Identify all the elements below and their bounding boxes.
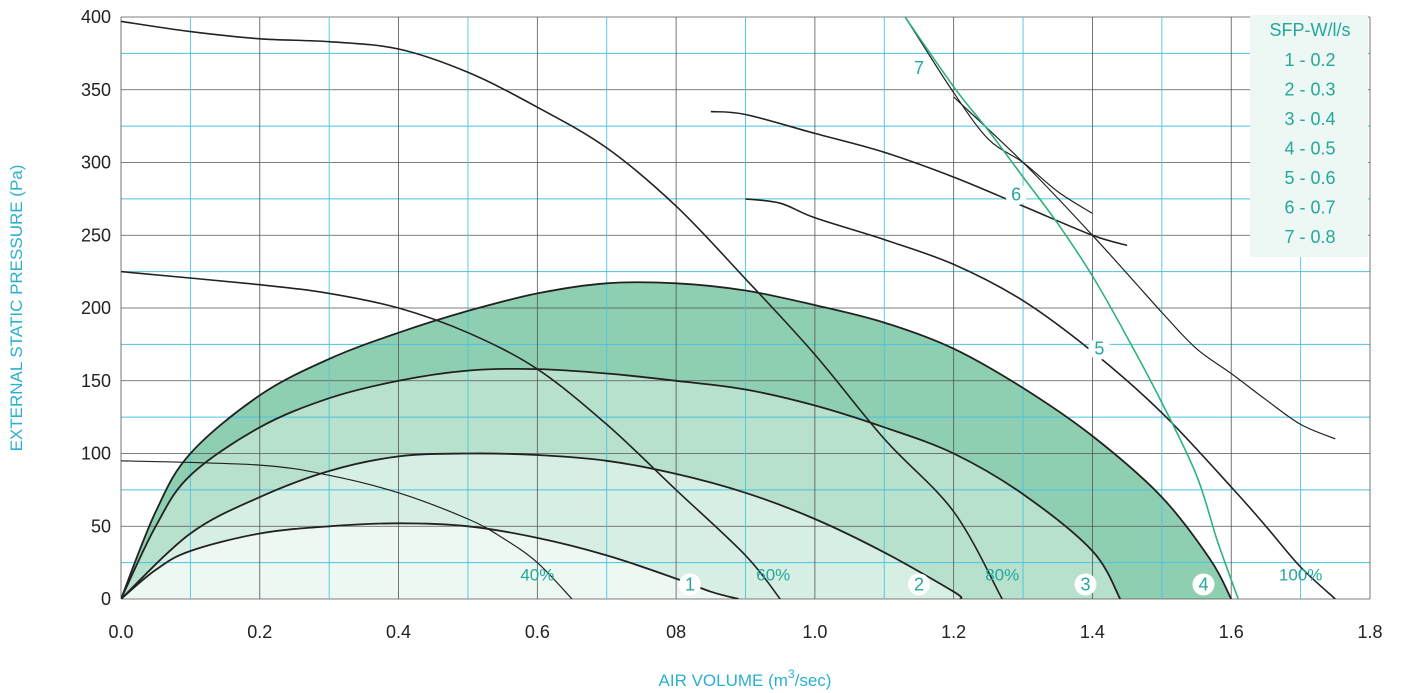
y-axis-title: EXTERNAL STATIC PRESSURE (Pa) — [7, 165, 26, 452]
sfp-curve — [121, 270, 781, 599]
efficiency-band-fill — [121, 523, 739, 599]
sfp-badge-label: 5 — [1094, 339, 1104, 359]
y-tick-label: 150 — [81, 371, 111, 391]
fan-curve — [121, 367, 1121, 599]
legend: SFP-W/l/s 1 - 0.2 2 - 0.3 3 - 0.4 4 - 0.5 5 … — [1250, 15, 1368, 257]
sfp-curve — [710, 110, 1128, 247]
sfp-badge-label: 4 — [1198, 574, 1208, 594]
envelope-boundary — [904, 17, 1239, 599]
y-tick-label: 400 — [81, 7, 111, 27]
sfp-badge-label: 7 — [914, 58, 924, 78]
fan-curve — [121, 281, 1232, 599]
sfp-curve — [745, 198, 1336, 599]
x-tick-label: 1.4 — [1080, 622, 1105, 642]
y-tick-label: 300 — [81, 153, 111, 173]
fan-curve — [121, 522, 739, 599]
x-tick-label: 08 — [666, 622, 686, 642]
sfp-curve — [121, 20, 1003, 599]
legend-entries: 1 - 0.2 2 - 0.3 3 - 0.4 4 - 0.5 5 - 0.6 6 - 0… — [1284, 50, 1335, 247]
sfp-badge: 6 — [1005, 183, 1028, 206]
sfp-badge-circle — [907, 56, 930, 79]
x-tick-label: 1.0 — [802, 622, 827, 642]
sfp-badge: 1 — [678, 573, 701, 596]
sfp-badge: 3 — [1074, 573, 1097, 596]
x-axis-title-sup: 3 — [788, 667, 795, 681]
curve-labels: 40% 60% 80% 100% 1 2 3 4 5 6 7 — [520, 56, 1322, 596]
x-tick-label: 0.6 — [525, 622, 550, 642]
sfp-badge-circle — [907, 573, 930, 596]
sfp-badge-circle — [1192, 573, 1215, 596]
x-axis-title: AIR VOLUME (m3/sec) — [659, 667, 832, 690]
legend-entry: 5 - 0.6 — [1284, 168, 1335, 188]
x-tick-label: 1.6 — [1219, 622, 1244, 642]
curves — [121, 17, 1336, 599]
sfp-badge-label: 3 — [1080, 574, 1090, 594]
grid — [120, 16, 1371, 600]
x-tick-label: 0.2 — [247, 622, 272, 642]
sfp-badge-circle — [678, 573, 701, 596]
x-tick-label: 1.8 — [1357, 622, 1382, 642]
x-axis-title-main: AIR VOLUME (m — [659, 671, 788, 690]
legend-entry: 2 - 0.3 — [1284, 80, 1335, 100]
sfp-badge-circle — [1074, 573, 1097, 596]
legend-title: SFP-W/l/s — [1270, 20, 1351, 40]
legend-entry: 7 - 0.8 — [1284, 227, 1335, 247]
sfp-curve — [904, 17, 1093, 214]
x-tick-label: 0.4 — [386, 622, 411, 642]
legend-entry: 6 - 0.7 — [1284, 198, 1335, 218]
efficiency-label: 80% — [985, 565, 1019, 584]
y-tick-label: 250 — [81, 225, 111, 245]
sfp-badge: 4 — [1192, 573, 1215, 596]
x-axis-title-tail: /sec) — [795, 671, 832, 690]
y-tick-label: 50 — [91, 516, 111, 536]
sfp-badge-label: 2 — [914, 574, 924, 594]
y-tick-label: 350 — [81, 80, 111, 100]
efficiency-label: 60% — [756, 565, 790, 584]
legend-entry: 4 - 0.5 — [1284, 139, 1335, 159]
y-tick-label: 200 — [81, 298, 111, 318]
sfp-badge-label: 1 — [685, 574, 695, 594]
sfp-badge: 2 — [907, 573, 930, 596]
x-tick-label: 1.2 — [941, 622, 966, 642]
efficiency-label: 40% — [520, 565, 554, 584]
legend-box — [1250, 15, 1368, 257]
axis-ticks: 0 50 100 150 200 250 300 350 400 0.0 0.2 0.4 0.6 08 1.… — [81, 7, 1383, 642]
sfp-badge-circle — [1088, 337, 1111, 360]
y-tick-label: 100 — [81, 444, 111, 464]
sfp-badge-circle — [1005, 183, 1028, 206]
sfp-curve — [953, 96, 1336, 440]
x-tick-label: 0.0 — [108, 622, 133, 642]
legend-entry: 1 - 0.2 — [1284, 50, 1335, 70]
legend-entry: 3 - 0.4 — [1284, 109, 1335, 129]
sfp-badge: 7 — [907, 56, 930, 79]
efficiency-label: 100% — [1279, 565, 1322, 584]
sfp-curve — [121, 460, 573, 599]
sfp-badge-label: 6 — [1011, 185, 1021, 205]
sfp-badge: 5 — [1088, 337, 1111, 360]
fan-curve — [121, 452, 963, 599]
y-tick-label: 0 — [101, 589, 111, 609]
